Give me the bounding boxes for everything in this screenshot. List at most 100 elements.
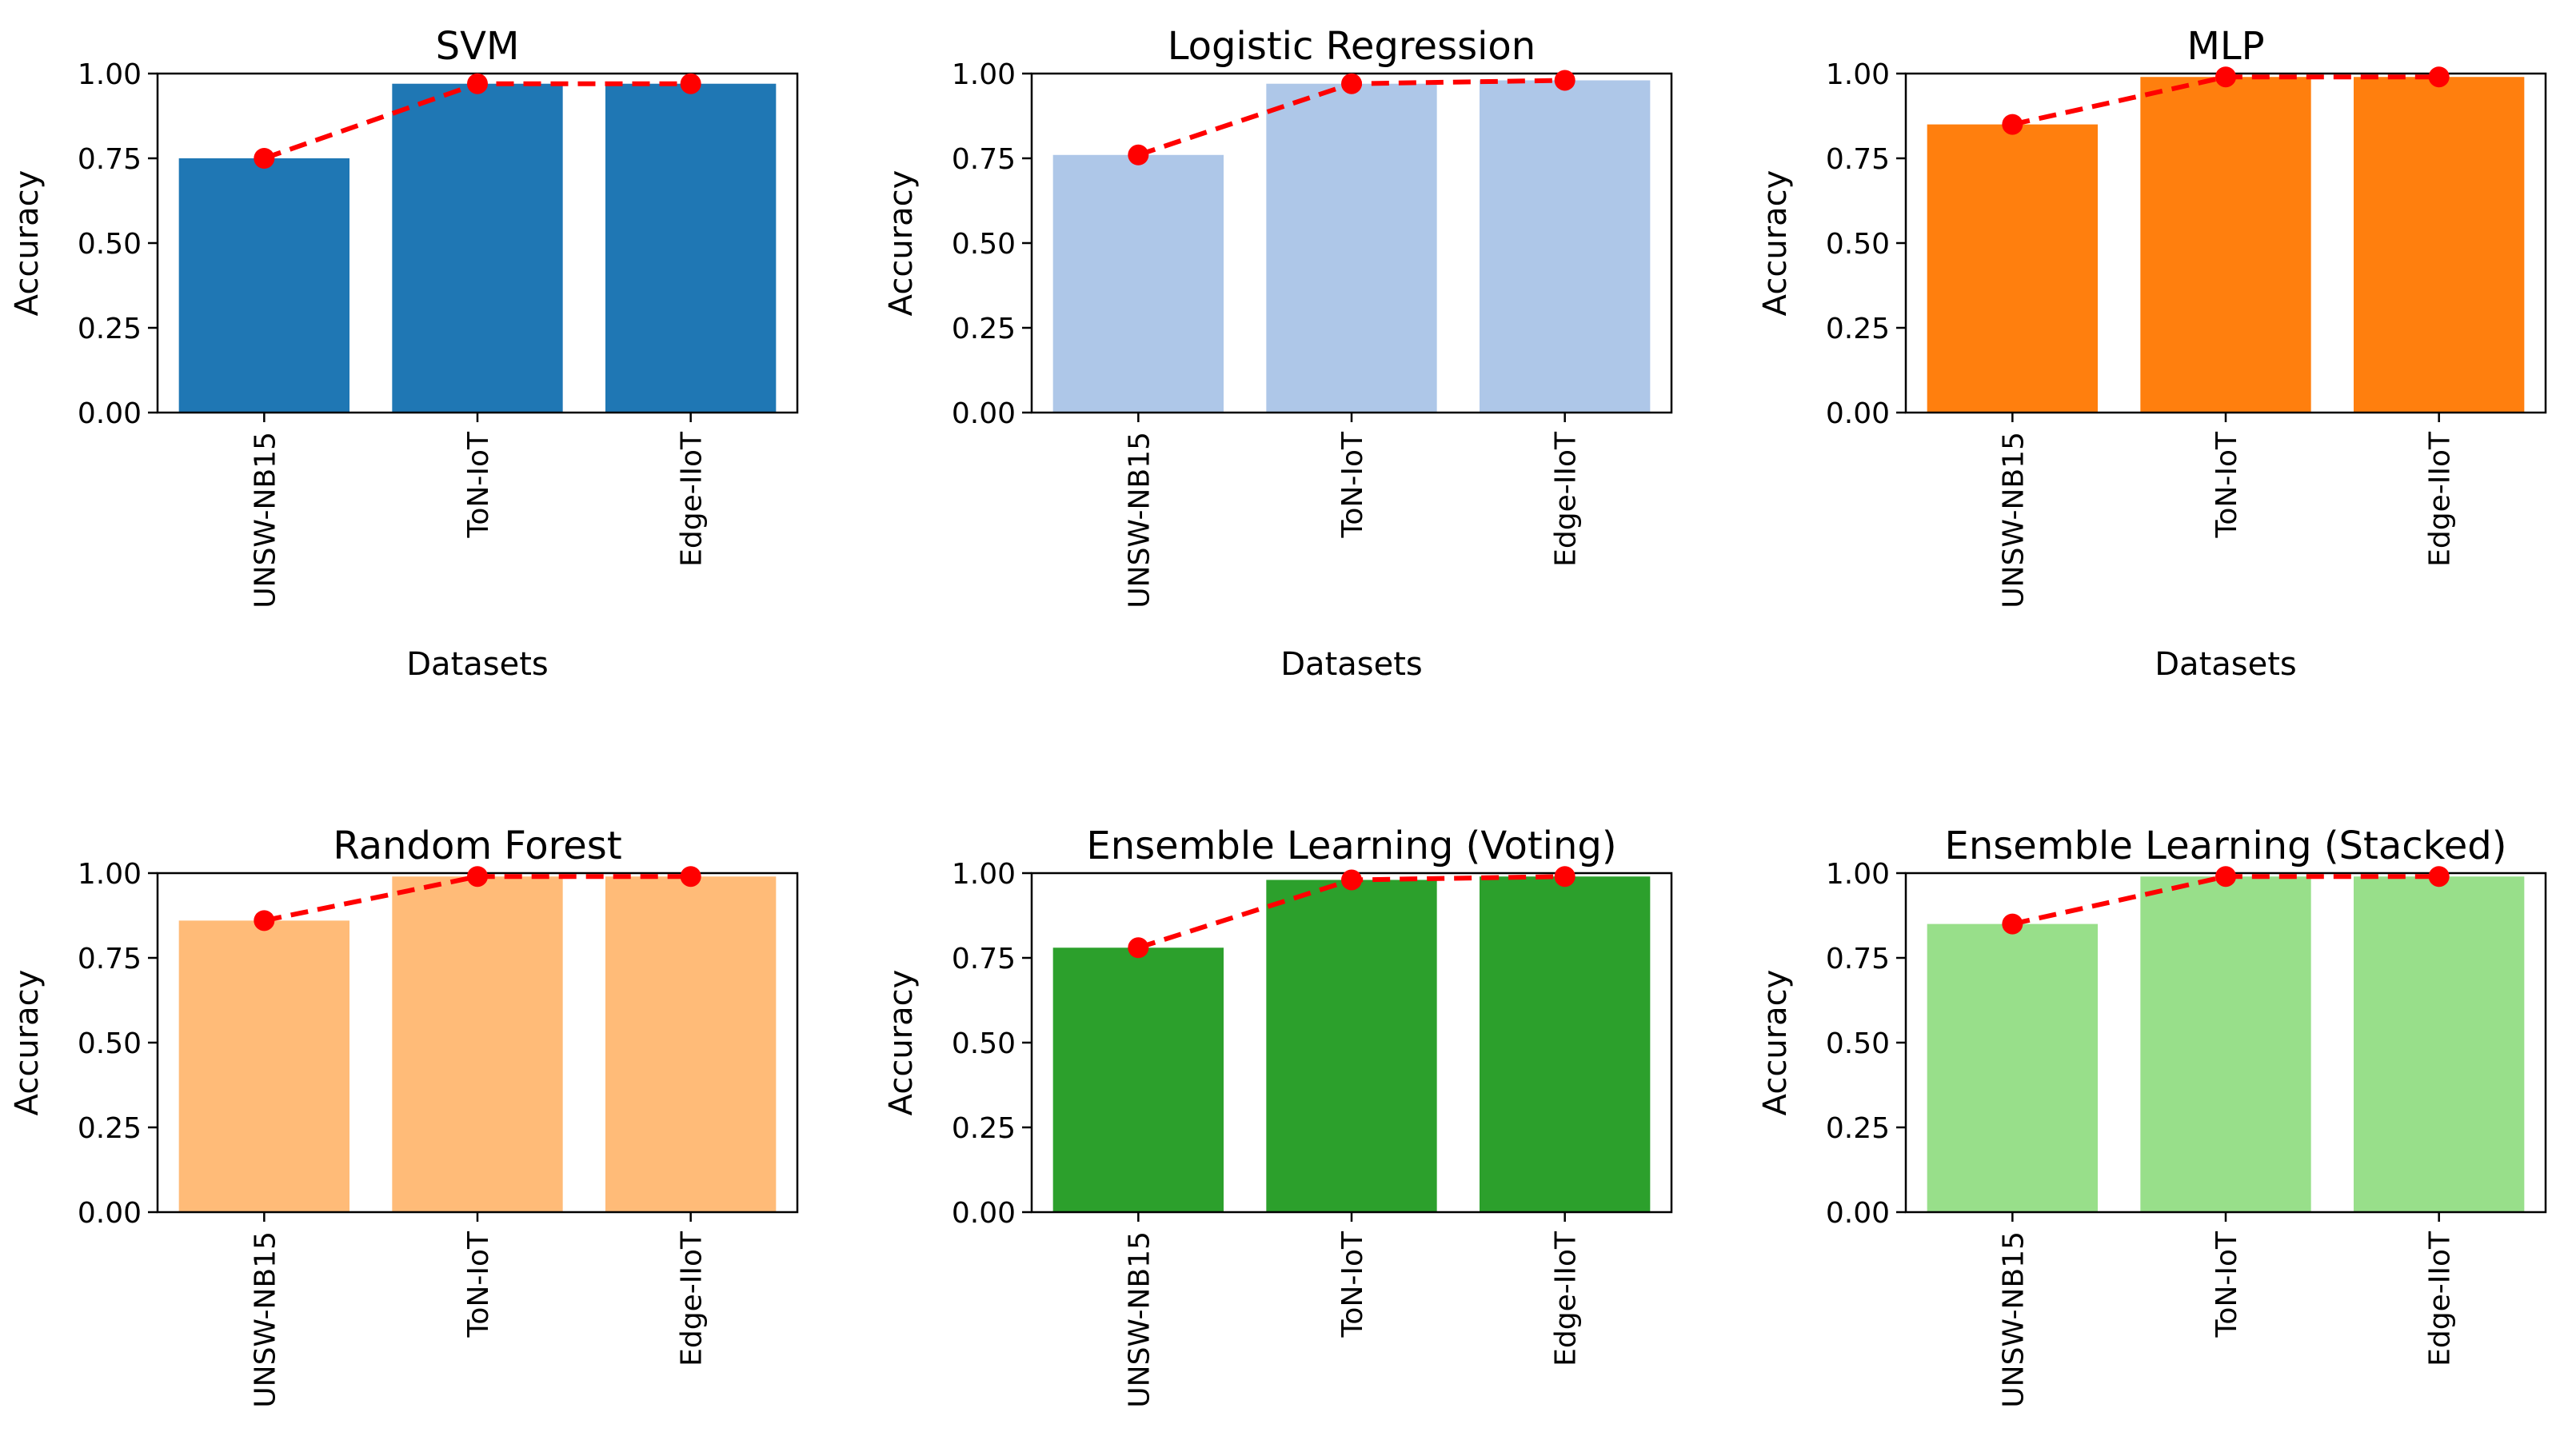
y-tick-label: 0.00: [952, 1197, 1016, 1230]
subplot-1: SVM 0.00 0.25 0.50 0.75 1.00 Accuracy UNSW-NB15…: [9, 24, 799, 683]
y-tick-label: 1.00: [1826, 858, 1890, 891]
subplot-title: Ensemble Learning (Voting): [1086, 824, 1616, 868]
x-tick-label-edge-iiot: Edge-IIoT: [676, 1231, 709, 1366]
subplot-title: Random Forest: [333, 824, 621, 868]
y-tick-label: 0.50: [1826, 228, 1890, 261]
subplot-4: Random Forest 0.00 0.25 0.50 0.75 1.00 Accurac…: [9, 824, 799, 1408]
y-tick-label: 0.25: [952, 313, 1016, 345]
accuracy-point-ton-iot: [1341, 73, 1362, 94]
y-tick-label: 0.00: [1826, 397, 1890, 430]
bar-edge-iiot: [1480, 80, 1651, 413]
bar-edge-iiot: [1480, 876, 1651, 1212]
bar-edge-iiot: [605, 83, 777, 413]
x-tick-label-ton-iot: ToN-IoT: [1336, 1231, 1369, 1338]
subplot-title: Logistic Regression: [1168, 24, 1536, 69]
bar-unsw-nb15: [1052, 947, 1224, 1212]
x-tick-label-ton-iot: ToN-IoT: [462, 431, 495, 538]
accuracy-point-unsw-nb15: [2002, 114, 2023, 135]
x-tick-label-unsw-nb15: UNSW-NB15: [1997, 432, 2030, 608]
y-tick-label: 0.75: [78, 143, 142, 176]
subplot-2: Logistic Regression 0.00 0.25 0.50 0.75 1.00 A…: [883, 24, 1673, 683]
bar-ton-iot: [1266, 83, 1437, 413]
y-axis-label: Accuracy: [9, 970, 46, 1116]
accuracy-point-edge-iiot: [680, 866, 701, 888]
y-axis-label: Accuracy: [883, 970, 920, 1116]
y-axis-label: Accuracy: [883, 170, 920, 317]
y-tick-label: 0.50: [952, 228, 1016, 261]
y-tick-label: 1.00: [1826, 58, 1890, 91]
x-tick-label-unsw-nb15: UNSW-NB15: [249, 1231, 282, 1408]
x-axis-label: Datasets: [406, 646, 548, 683]
accuracy-point-edge-iiot: [1554, 70, 1576, 91]
subplot-3: MLP 0.00 0.25 0.50 0.75 1.00 Accuracy UNSW-NB15…: [1757, 24, 2547, 683]
bar-ton-iot: [392, 876, 563, 1212]
y-axis-label: Accuracy: [9, 170, 46, 317]
y-tick-label: 0.75: [1826, 943, 1890, 975]
y-tick-label: 0.00: [952, 397, 1016, 430]
x-tick-label-ton-iot: ToN-IoT: [2211, 431, 2243, 538]
y-tick-label: 0.00: [78, 1197, 142, 1230]
x-tick-label-edge-iiot: Edge-IIoT: [2424, 1231, 2457, 1366]
bar-unsw-nb15: [178, 920, 349, 1212]
bar-edge-iiot: [605, 876, 777, 1212]
x-tick-label-unsw-nb15: UNSW-NB15: [1123, 1231, 1156, 1408]
bar-unsw-nb15: [1052, 154, 1224, 413]
x-tick-label-unsw-nb15: UNSW-NB15: [1997, 1231, 2030, 1408]
x-tick-label-edge-iiot: Edge-IIoT: [1550, 1231, 1583, 1366]
subplot-6: Ensemble Learning (Stacked) 0.00 0.25 0.50 0…: [1757, 824, 2547, 1408]
x-tick-label-unsw-nb15: UNSW-NB15: [1123, 432, 1156, 608]
y-tick-label: 1.00: [78, 858, 142, 891]
subplot-5: Ensemble Learning (Voting) 0.00 0.25 0.50 0.…: [883, 824, 1673, 1408]
bar-ton-iot: [392, 83, 563, 413]
subplot-title: MLP: [2187, 24, 2264, 69]
y-tick-label: 1.00: [952, 858, 1016, 891]
y-tick-label: 0.25: [1826, 1112, 1890, 1145]
y-tick-label: 0.75: [952, 143, 1016, 176]
accuracy-point-unsw-nb15: [254, 910, 275, 931]
x-axis-label: Datasets: [2155, 646, 2296, 683]
y-tick-label: 0.00: [1826, 1197, 1890, 1230]
y-tick-label: 0.50: [952, 1027, 1016, 1060]
accuracy-point-unsw-nb15: [1128, 937, 1149, 959]
bar-ton-iot: [2140, 876, 2311, 1212]
bar-edge-iiot: [2354, 77, 2525, 413]
y-tick-label: 1.00: [78, 58, 142, 91]
y-tick-label: 0.25: [78, 313, 142, 345]
x-tick-label-edge-iiot: Edge-IIoT: [2424, 431, 2457, 567]
y-tick-label: 1.00: [952, 58, 1016, 91]
x-tick-label-ton-iot: ToN-IoT: [462, 1231, 495, 1338]
accuracy-point-edge-iiot: [1554, 866, 1576, 888]
y-tick-label: 0.00: [78, 397, 142, 430]
bar-ton-iot: [2140, 77, 2311, 413]
subplot-title: SVM: [436, 24, 520, 69]
y-axis-label: Accuracy: [1757, 170, 1794, 317]
bar-edge-iiot: [2354, 876, 2525, 1212]
accuracy-point-edge-iiot: [2428, 66, 2450, 88]
y-tick-label: 0.75: [78, 943, 142, 975]
accuracy-point-edge-iiot: [680, 73, 701, 94]
y-tick-label: 0.50: [1826, 1027, 1890, 1060]
x-tick-label-unsw-nb15: UNSW-NB15: [249, 432, 282, 608]
x-tick-label-edge-iiot: Edge-IIoT: [676, 431, 709, 567]
x-tick-label-ton-iot: ToN-IoT: [1336, 431, 1369, 538]
accuracy-point-ton-iot: [2215, 66, 2236, 88]
bar-ton-iot: [1266, 880, 1437, 1212]
accuracy-point-ton-iot: [1341, 869, 1362, 891]
y-tick-label: 0.25: [78, 1112, 142, 1145]
accuracy-point-unsw-nb15: [1128, 144, 1149, 166]
accuracy-point-ton-iot: [467, 73, 488, 94]
bar-unsw-nb15: [1927, 923, 2098, 1212]
y-tick-label: 0.25: [952, 1112, 1016, 1145]
accuracy-point-edge-iiot: [2428, 866, 2450, 888]
accuracy-point-ton-iot: [2215, 866, 2236, 888]
accuracy-point-unsw-nb15: [2002, 913, 2023, 935]
accuracy-point-ton-iot: [467, 866, 488, 888]
bar-unsw-nb15: [178, 158, 349, 413]
y-tick-label: 0.50: [78, 228, 142, 261]
x-axis-label: Datasets: [1280, 646, 1422, 683]
x-tick-label-edge-iiot: Edge-IIoT: [1550, 431, 1583, 567]
accuracy-point-unsw-nb15: [254, 148, 275, 169]
y-tick-label: 0.75: [952, 943, 1016, 975]
y-tick-label: 0.50: [78, 1027, 142, 1060]
